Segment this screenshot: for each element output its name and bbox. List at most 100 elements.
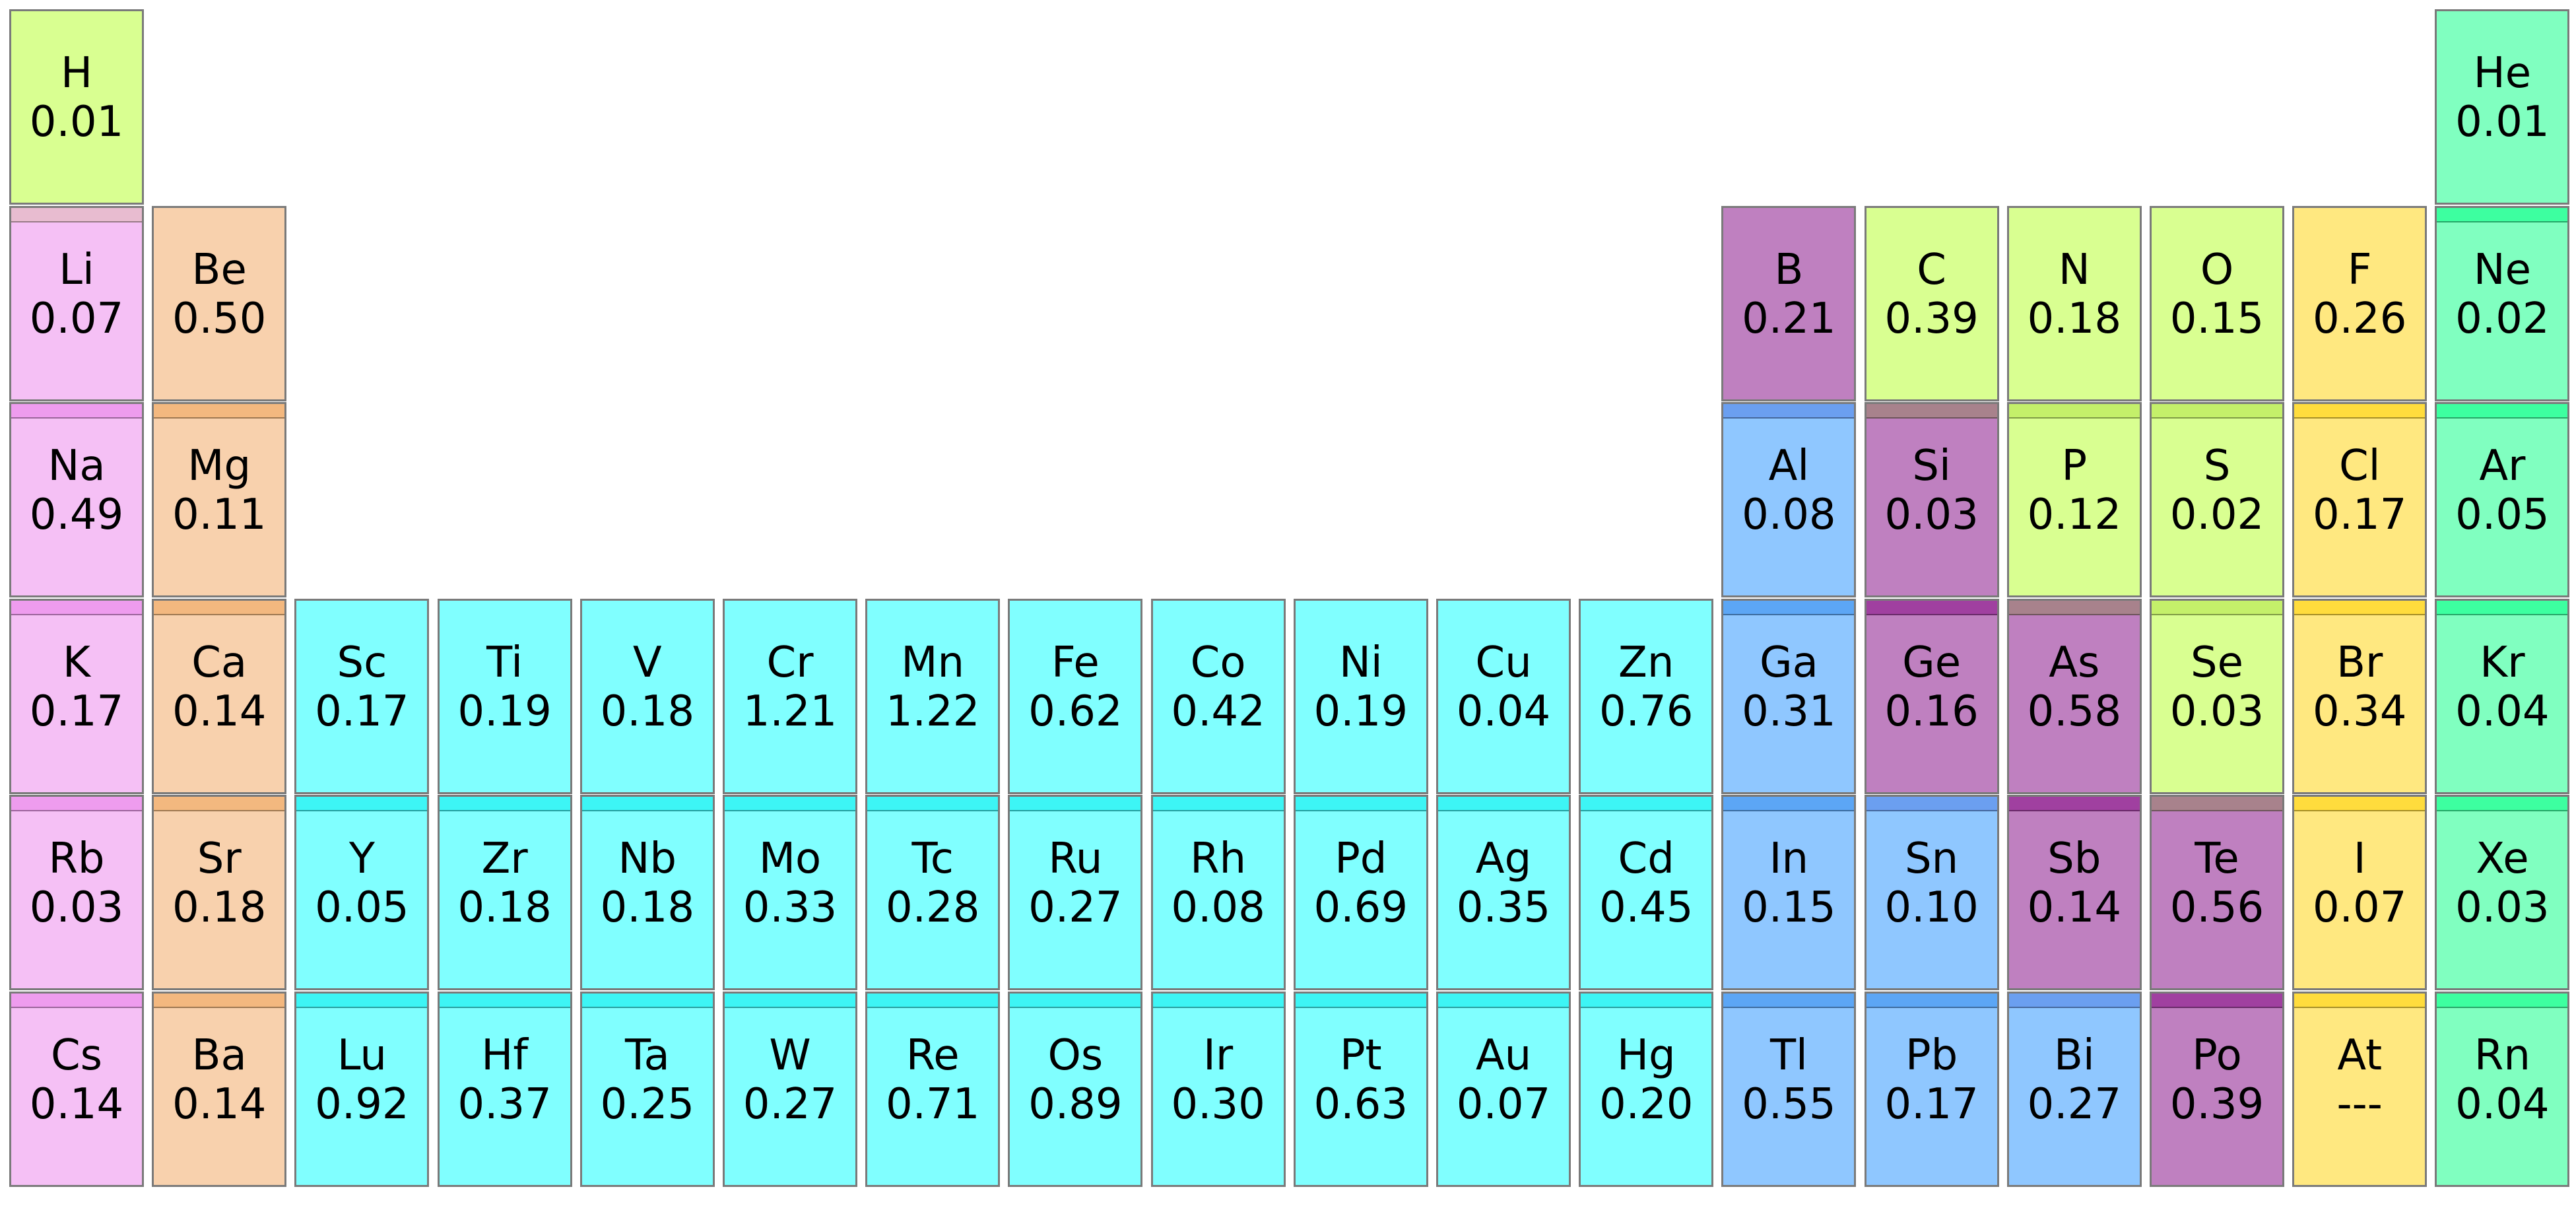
- element-cell-lu: Lu 0.92: [294, 991, 430, 1187]
- element-band: [2152, 797, 2282, 811]
- element-cell-hg: Hg 0.20: [1579, 991, 1714, 1187]
- element-value: 0.37: [457, 1079, 552, 1129]
- element-cell-ir: Ir 0.30: [1150, 991, 1286, 1187]
- element-value: 0.62: [1028, 687, 1123, 736]
- element-symbol: Nb: [618, 834, 677, 883]
- element-symbol: Ga: [1759, 638, 1818, 687]
- element-band: [1295, 993, 1426, 1008]
- element-value: 0.25: [600, 1079, 695, 1129]
- element-band: [867, 993, 999, 1008]
- element-band: [1438, 797, 1569, 811]
- element-symbol: V: [632, 638, 662, 687]
- element-cell-hf: Hf 0.37: [437, 991, 572, 1187]
- element-band: [725, 797, 855, 811]
- element-band: [2008, 404, 2140, 419]
- element-band: [1152, 993, 1284, 1008]
- element-value: 0.17: [2312, 490, 2407, 539]
- element-symbol: Mn: [901, 638, 965, 687]
- element-band: [1581, 993, 1712, 1008]
- element-value: 0.19: [1313, 687, 1408, 736]
- element-symbol: Zn: [1618, 638, 1674, 687]
- element-band: [439, 993, 570, 1008]
- element-cell-na: Na 0.49: [9, 402, 144, 597]
- element-cell-bi: Bi 0.27: [2006, 991, 2142, 1187]
- element-value: 0.04: [2455, 1079, 2550, 1129]
- element-symbol: Ti: [486, 638, 523, 687]
- element-value: 0.03: [1884, 490, 1979, 539]
- element-cell-po: Po 0.39: [2150, 991, 2284, 1187]
- element-value: 0.14: [29, 1079, 124, 1129]
- element-value: 0.69: [1313, 883, 1408, 932]
- element-symbol: Cr: [766, 638, 814, 687]
- element-band: [1295, 797, 1426, 811]
- element-symbol: Sc: [337, 638, 387, 687]
- element-value: 0.18: [600, 687, 695, 736]
- element-band: [1010, 797, 1141, 811]
- element-band: [154, 600, 285, 615]
- element-cell-au: Au 0.07: [1436, 991, 1571, 1187]
- element-value: 0.35: [1456, 883, 1551, 932]
- element-cell-ta: Ta 0.25: [579, 991, 715, 1187]
- element-value: 0.42: [1171, 687, 1265, 736]
- element-value: 0.18: [2027, 294, 2122, 343]
- element-value: 0.15: [2169, 294, 2264, 343]
- element-cell-ni: Ni 0.19: [1293, 598, 1428, 794]
- element-band: [11, 404, 142, 419]
- element-value: 0.33: [743, 883, 838, 932]
- element-symbol: H: [60, 49, 93, 98]
- element-cell-be: Be 0.50: [152, 205, 287, 401]
- element-cell-os: Os 0.89: [1008, 991, 1143, 1187]
- element-value: 0.02: [2169, 490, 2264, 539]
- element-symbol: Cd: [1618, 834, 1674, 883]
- element-symbol: Cs: [50, 1030, 103, 1080]
- element-cell-rb: Rb 0.03: [9, 795, 144, 990]
- element-cell-rh: Rh 0.08: [1150, 795, 1286, 990]
- element-symbol: Ag: [1475, 834, 1532, 883]
- element-value: 0.04: [1456, 687, 1551, 736]
- element-cell-br: Br 0.34: [2292, 598, 2427, 794]
- element-symbol: B: [1774, 245, 1804, 294]
- element-value: 0.14: [2027, 883, 2122, 932]
- element-cell-ar: Ar 0.05: [2435, 402, 2570, 597]
- element-cell-n: N 0.18: [2006, 205, 2142, 401]
- element-band: [154, 404, 285, 419]
- element-cell-w: W 0.27: [723, 991, 857, 1187]
- element-symbol: Co: [1190, 638, 1246, 687]
- element-value: 0.08: [1171, 883, 1265, 932]
- element-value: 0.07: [29, 294, 124, 343]
- element-band: [867, 797, 999, 811]
- element-value: 0.16: [1884, 687, 1979, 736]
- element-band: [439, 797, 570, 811]
- element-symbol: Cl: [2338, 442, 2381, 490]
- element-symbol: Ta: [624, 1030, 670, 1080]
- element-symbol: Rb: [48, 834, 105, 883]
- element-band: [2294, 993, 2426, 1008]
- element-band: [2152, 993, 2282, 1008]
- element-value: 0.49: [29, 490, 124, 539]
- element-cell-v: V 0.18: [579, 598, 715, 794]
- element-cell-mn: Mn 1.22: [865, 598, 1001, 794]
- element-symbol: Sn: [1905, 834, 1959, 883]
- element-value: 0.89: [1028, 1079, 1123, 1129]
- element-cell-ge: Ge 0.16: [1864, 598, 1999, 794]
- element-cell-re: Re 0.71: [865, 991, 1001, 1187]
- element-cell-y: Y 0.05: [294, 795, 430, 990]
- element-symbol: Al: [1768, 442, 1810, 490]
- element-value: 0.45: [1599, 883, 1694, 932]
- element-value: 0.04: [2455, 687, 2550, 736]
- element-cell-zn: Zn 0.76: [1579, 598, 1714, 794]
- element-cell-as: As 0.58: [2006, 598, 2142, 794]
- element-cell-zr: Zr 0.18: [437, 795, 572, 990]
- element-symbol: Ir: [1203, 1030, 1234, 1080]
- element-value: 0.39: [2169, 1079, 2264, 1129]
- element-symbol: In: [1769, 834, 1809, 883]
- element-value: 1.21: [743, 687, 838, 736]
- element-cell-ti: Ti 0.19: [437, 598, 572, 794]
- element-symbol: Na: [48, 442, 106, 490]
- element-cell-p: P 0.12: [2006, 402, 2142, 597]
- element-symbol: N: [2058, 245, 2090, 294]
- element-band: [1866, 404, 1997, 419]
- element-symbol: Cu: [1475, 638, 1532, 687]
- element-band: [11, 600, 142, 615]
